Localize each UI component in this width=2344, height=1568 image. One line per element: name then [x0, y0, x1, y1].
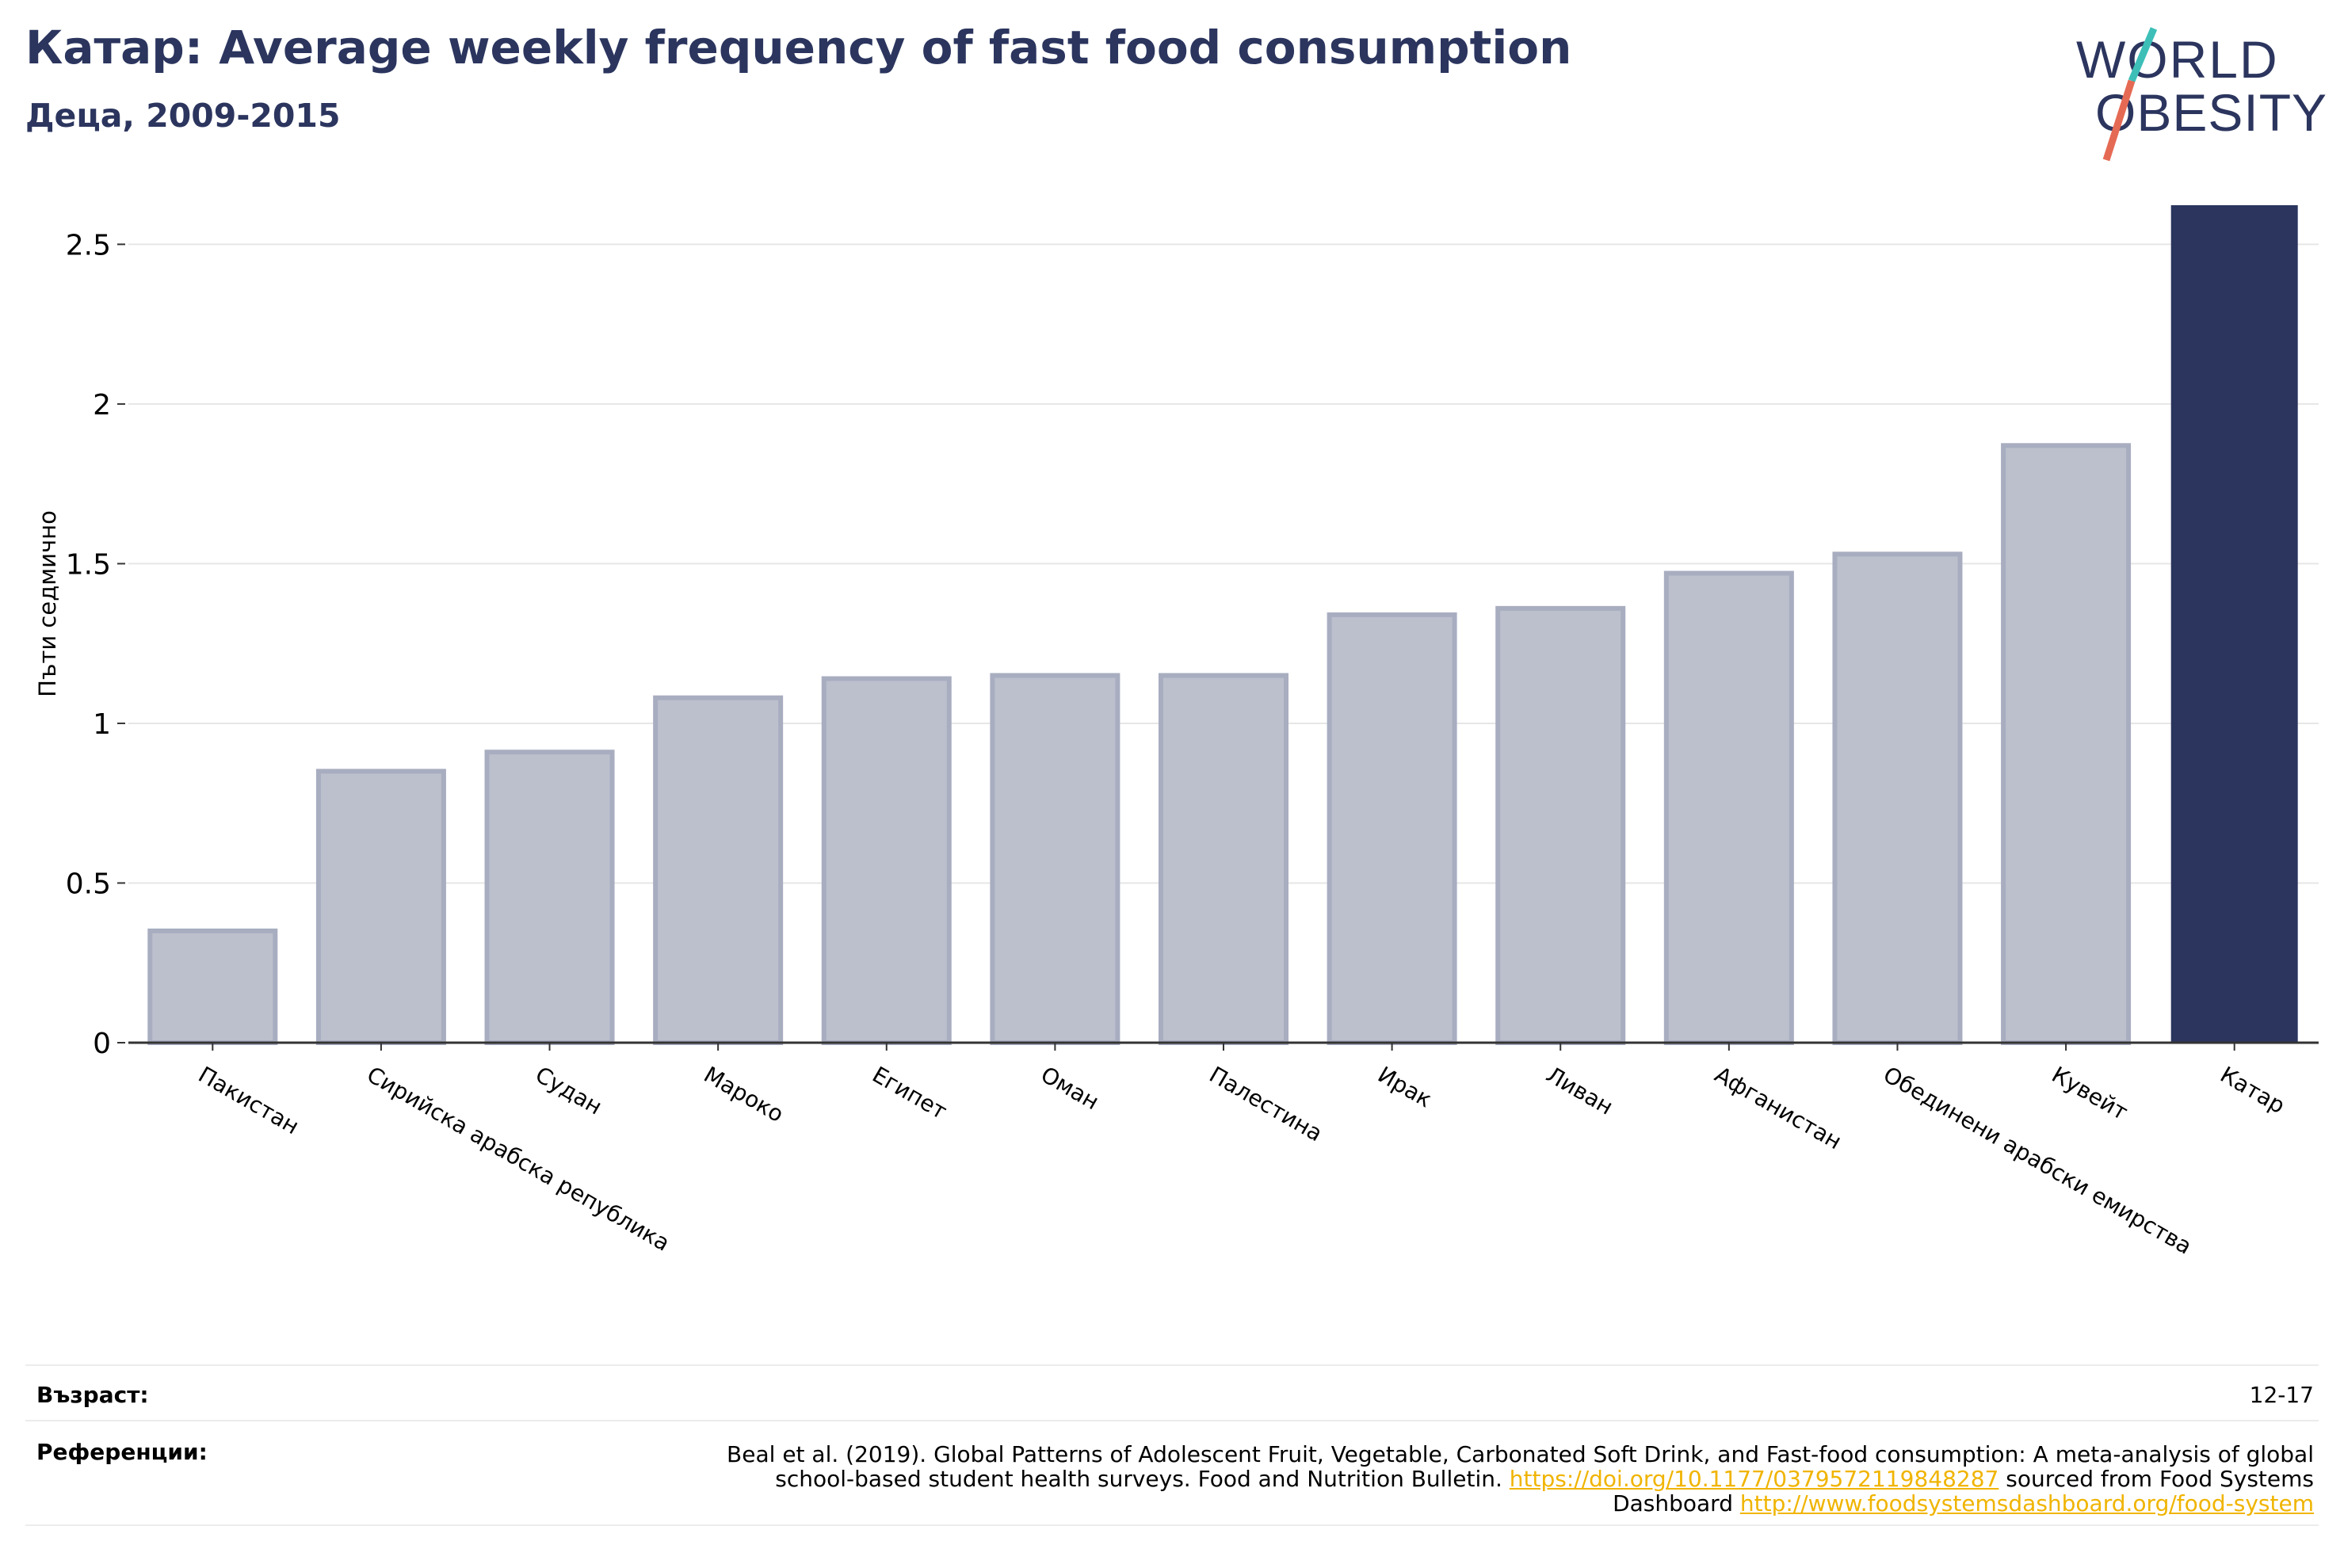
y-tick-label: 0.5 [66, 868, 111, 900]
table-rule-bottom [25, 1524, 2319, 1526]
logo-text-obesity: OBESITY [2095, 83, 2327, 142]
table-rule-middle [25, 1420, 2319, 1421]
x-tick-label: Египет [868, 1061, 951, 1124]
age-value: 12-17 [2249, 1382, 2314, 1408]
bar-1 [147, 928, 278, 1045]
references-label: Референции: [36, 1439, 208, 1465]
bar-9 [1495, 605, 1626, 1045]
y-axis-label: Пъти седмично [34, 510, 61, 697]
x-tick-label: Ливан [1542, 1061, 1617, 1120]
bar-7 [1159, 673, 1288, 1045]
world-obesity-logo: WORLD OBESITY [2076, 27, 2327, 162]
bar-2 [315, 769, 446, 1046]
y-tick-label: 2 [93, 389, 111, 422]
bar-6 [990, 673, 1120, 1045]
x-tick-label: Афганистан [1710, 1061, 1846, 1154]
bar-5 [821, 676, 952, 1046]
doi-link[interactable]: https://doi.org/10.1177/0379572119848287 [1509, 1466, 1999, 1492]
chart-title: Катар: Average weekly frequency of fast … [25, 21, 1572, 74]
bar-3 [484, 750, 615, 1045]
x-tick-label: Палестина [1205, 1061, 1327, 1146]
bar-13 [2170, 205, 2298, 1043]
food-systems-link[interactable]: http://www.foodsystemsdashboard.org/food… [1739, 1490, 2314, 1516]
logo-slash-top [2128, 27, 2158, 82]
x-tick-label: Сирийска арабска република [362, 1061, 674, 1256]
logo-text-world: WORLD [2076, 30, 2279, 89]
x-tick-label: Пакистан [194, 1061, 303, 1139]
x-tick-label: Оман [1036, 1061, 1104, 1115]
age-label: Възраст: [36, 1382, 149, 1408]
y-tick-label: 1.5 [66, 548, 111, 581]
x-tick-label: Кувейт [2048, 1061, 2132, 1125]
table-rule-top [25, 1364, 2319, 1366]
references-source: sourced from Food Systems Dashboard [1613, 1466, 2314, 1516]
x-tick-label: Судан [531, 1061, 606, 1120]
chart-subtitle: Деца, 2009-2015 [25, 97, 341, 135]
bars [147, 205, 2298, 1046]
x-tick-label: Мароко [700, 1061, 788, 1127]
logo-slash-bottom [2102, 79, 2136, 162]
bar-11 [1832, 551, 1963, 1045]
bar-8 [1327, 612, 1457, 1045]
y-tick-label: 0 [93, 1028, 111, 1060]
references-text: Beal et al. (2019). Global Patterns of A… [650, 1442, 2314, 1516]
x-tick-label: Ирак [1373, 1061, 1437, 1112]
bar-4 [653, 695, 784, 1045]
x-tick-label: Обединени арабски емирства [1879, 1061, 2197, 1259]
y-tick-label: 1 [93, 708, 111, 741]
x-tick-label: Катар [2216, 1061, 2289, 1119]
bar-12 [2001, 443, 2132, 1045]
y-tick-label: 2.5 [66, 229, 111, 261]
references-body: Beal et al. (2019). Global Patterns of A… [727, 1441, 2314, 1492]
bar-10 [1663, 570, 1794, 1045]
y-axis-ticks: 0 0.5 1 1.5 2 2.5 [66, 229, 125, 1060]
